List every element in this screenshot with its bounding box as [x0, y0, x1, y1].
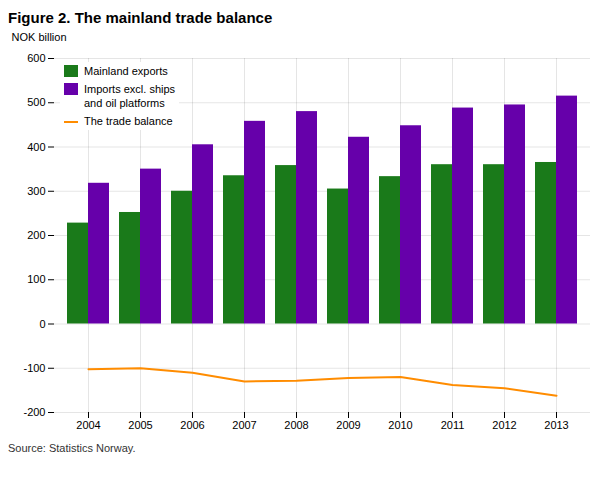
svg-text:2010: 2010	[388, 419, 412, 431]
svg-text:-200: -200	[23, 406, 45, 418]
svg-text:300: 300	[27, 185, 45, 197]
svg-text:200: 200	[27, 229, 45, 241]
svg-text:-100: -100	[23, 362, 45, 374]
html-text:Figure 2. The mainland trade b: Figure 2. The mainland trade balance	[8, 9, 273, 26]
svg-text:2009: 2009	[336, 419, 360, 431]
html-text:Mainland exports: Mainland exports	[84, 65, 168, 77]
svg-text:400: 400	[27, 141, 45, 153]
html-text:Imports excl. ships and oil pl: Imports excl. ships and oil platforms	[84, 83, 176, 109]
svg-text:2012: 2012	[492, 419, 516, 431]
html-text:Source: Statistics Norway.: Source: Statistics Norway.	[8, 442, 136, 454]
svg-text:2006: 2006	[180, 419, 204, 431]
svg-text:2008: 2008	[284, 419, 308, 431]
svg-text:2004: 2004	[76, 419, 100, 431]
svg-text:2007: 2007	[232, 419, 256, 431]
svg-text:2011: 2011	[441, 419, 465, 431]
svg-text:100: 100	[27, 273, 45, 285]
svg-text:2005: 2005	[128, 419, 152, 431]
svg-text:2013: 2013	[544, 419, 568, 431]
svg-text:NOK billion: NOK billion	[12, 31, 67, 43]
html-text:The trade balance: The trade balance	[84, 115, 173, 127]
svg-text:600: 600	[27, 52, 45, 64]
svg-text:0: 0	[39, 318, 45, 330]
svg-text:500: 500	[27, 96, 45, 108]
